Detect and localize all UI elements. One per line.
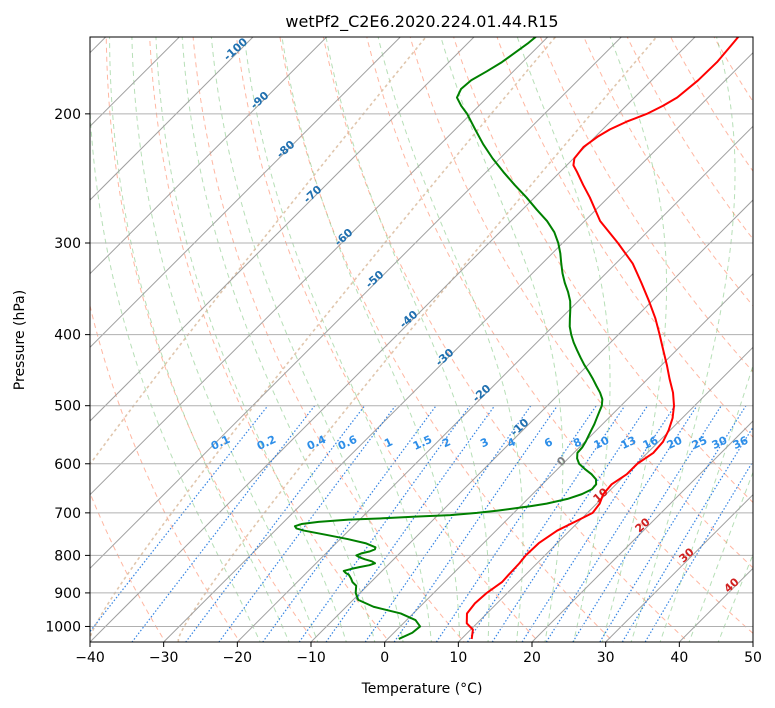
mixing-ratio-line [572,405,722,642]
mixing-ratio-label: 10 [592,434,612,452]
dry-adiabat-line [236,37,540,642]
x-tick-label: 20 [523,650,541,666]
x-tick-label: 30 [597,650,615,666]
plot-frame [89,36,754,643]
mixing-ratio-label: 13 [619,434,638,452]
isotherm-line [531,420,753,642]
y-tick-label: 700 [54,506,81,522]
x-tick-label: 40 [670,650,688,666]
x-tick-label: −20 [223,650,253,666]
mixing-ratio-line [298,405,471,642]
isotherm-line [605,493,753,642]
mixing-ratio-line [364,405,532,642]
dry-adiabat-line [539,37,753,373]
x-tick-label: 0 [380,650,389,666]
mixing-ratio-line [466,405,626,642]
x-tick-label: −40 [75,650,105,666]
y-tick-label: 600 [54,457,81,473]
dry-adiabat-line [192,37,465,642]
dry-adiabat-line [626,37,753,240]
mixing-ratio-line [644,460,753,642]
x-axis: −40 −30 −20 −10 0 10 20 30 40 50 [75,642,762,666]
isotherm-line [310,199,753,642]
isotherm-line [90,37,402,349]
y-tick-label: 900 [54,586,81,602]
mixing-ratio-label: 16 [641,434,661,452]
isotherm-line [163,51,753,642]
isotherm-line [236,125,753,642]
y-axis-label: Pressure (hPa) [12,290,28,390]
moist-adiabat-line [243,37,432,642]
mixing-ratio-line [491,405,649,642]
dry-adiabat-line [409,37,753,569]
pressure-gridlines [90,113,753,627]
mixing-ratio-line [218,405,396,642]
mixing-ratio-label: 25 [690,434,709,452]
isotherm-line [90,37,549,496]
moist-adiabat-line [440,37,564,642]
dry-adiabat-line [583,37,753,307]
isotherm-line [90,37,475,422]
mixing-ratio-line [435,405,597,642]
temperature-line [465,37,740,640]
mixing-ratio-label: 20 [665,434,685,452]
y-tick-label: 500 [54,399,81,415]
mixing-ratio-line [521,405,676,642]
x-axis-label: Temperature (°C) [361,681,483,697]
y-tick-label: 300 [54,236,81,252]
theta-e-line [177,37,658,642]
x-tick-label: 10 [449,650,467,666]
isotherm-line [90,37,623,570]
moist-adiabat-line [377,37,524,642]
y-tick-label: 1000 [45,619,81,635]
isotherm-line [90,37,328,275]
x-tick-label: −30 [149,650,179,666]
dry-adiabat-line [90,303,241,642]
mixing-ratio-line [393,405,558,642]
theta-e-line [90,37,557,642]
mixing-ratio-label: 36 [731,434,751,452]
isotherm-line [384,272,753,642]
y-axis: 1000900800700600500400300200100 [45,107,90,635]
moist-adiabat-line [281,37,461,642]
dry-adiabat-line [366,37,753,634]
mixing-ratio-line [325,405,496,642]
chart-title: wetPf2_C2E6.2020.224.01.44.R15 [285,12,558,32]
mixing-ratio-line [185,405,366,642]
mixing-ratio-line [131,405,316,642]
x-tick-label: 50 [744,650,762,666]
profile-lines [293,37,740,640]
moist-adiabat-line [516,37,611,642]
y-tick-label: 200 [54,107,81,123]
mixing-ratio-line [262,405,437,642]
x-tick-label: −10 [296,650,326,666]
dewpoint-line [293,37,604,640]
isotherm-line [90,37,696,642]
mixing-ratio-label: 30 [710,434,730,452]
mixing-ratio-line [90,405,269,633]
theta-e-line [90,37,427,466]
y-tick-label: 800 [54,548,81,564]
y-tick-label: 400 [54,328,81,344]
